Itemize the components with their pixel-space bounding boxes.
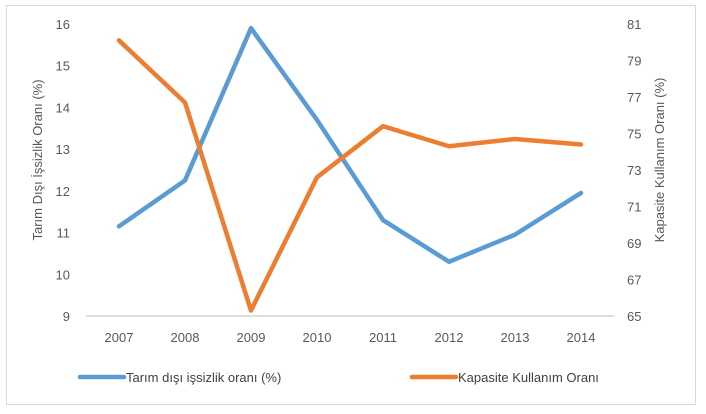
legend-label-0: Tarım dışı işsizlik oranı (%) xyxy=(126,370,281,385)
series-line-1 xyxy=(116,38,584,313)
y-right-tick-label: 69 xyxy=(627,236,641,251)
y-right-tick-label: 75 xyxy=(627,127,641,142)
y-left-tick-label: 12 xyxy=(56,184,70,199)
y-left-tick-label: 9 xyxy=(63,309,70,324)
y-right-tick-label: 71 xyxy=(627,200,641,215)
y-right-tick-label: 67 xyxy=(627,273,641,288)
legend-label-1: Kapasite Kullanım Oranı xyxy=(458,370,599,385)
y-left-tick-label: 14 xyxy=(56,100,70,115)
x-tick-label: 2008 xyxy=(171,330,200,345)
y-right-axis-title: Kapasite Kullanım Oranı (%) xyxy=(652,78,667,243)
x-tick-label: 2013 xyxy=(501,330,530,345)
y-right-tick-label: 65 xyxy=(627,309,641,324)
x-tick-label: 2011 xyxy=(369,330,397,345)
y-left-tick-label: 10 xyxy=(56,267,70,282)
y-left-tick-label: 13 xyxy=(56,142,70,157)
series-line-0 xyxy=(116,25,584,265)
chart-frame xyxy=(6,5,696,405)
y-left-tick-label: 16 xyxy=(56,17,70,32)
y-left-tick-label: 15 xyxy=(56,59,70,74)
x-tick-label: 2014 xyxy=(567,330,596,345)
x-tick-label: 2009 xyxy=(237,330,266,345)
y-left-tick-label: 11 xyxy=(57,226,71,241)
x-tick-label: 2010 xyxy=(303,330,332,345)
y-right-tick-label: 77 xyxy=(627,90,641,105)
x-tick-label: 2007 xyxy=(105,330,134,345)
y-right-tick-label: 73 xyxy=(627,163,641,178)
y-left-axis-title: Tarım Dışı İşsizlik Oranı (%) xyxy=(30,79,45,240)
y-right-tick-label: 81 xyxy=(627,17,641,32)
x-tick-label: 2012 xyxy=(435,330,464,345)
y-right-tick-label: 79 xyxy=(627,54,641,69)
